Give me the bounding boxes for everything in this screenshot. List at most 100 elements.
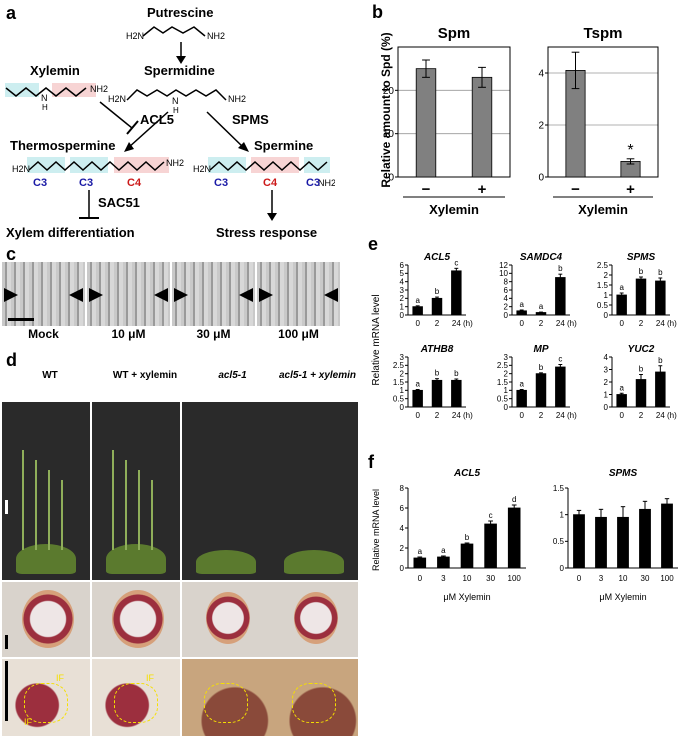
chart-spms: SPMS 0 0.5 1 1.5 0 3 10 30 100 — [553, 468, 678, 583]
significance-letter: a — [418, 547, 423, 556]
plant-column-header: WT — [42, 370, 58, 381]
panel-a-pathway-diagram: a Putrescine H2N NH2 Spermidine H2N N H … — [5, 3, 335, 240]
y-tick-label: 0 — [504, 403, 509, 412]
micrograph-4 — [257, 262, 340, 326]
y-tick-label: 0 — [604, 403, 609, 412]
x-tick-label: 0 — [415, 411, 420, 420]
significance-letter: c — [489, 511, 493, 520]
panel-letter-f: f — [368, 452, 375, 472]
chart-title: Spm — [438, 25, 471, 42]
bar — [616, 394, 627, 408]
y-tick-label: 0 — [560, 564, 565, 573]
acl5-label: ACL5 — [140, 112, 174, 127]
micrograph-2 — [87, 262, 170, 326]
y-tick-label: 5 — [400, 269, 405, 278]
spermine-c3a: C3 — [214, 177, 228, 189]
x-tick-label: − — [422, 181, 431, 198]
chart-title: SPMS — [609, 468, 638, 479]
x-tick-label: + — [626, 181, 635, 198]
y-tick-label: 3 — [400, 353, 405, 362]
panel-c-labels: Mock 10 μM 30 μM 100 μM — [2, 327, 357, 343]
plant-rosette — [16, 544, 76, 574]
xylem-differentiation-label: Xylem differentiation — [6, 225, 135, 240]
y-tick-label: 2 — [400, 544, 405, 553]
inflorescence-stem — [112, 450, 114, 550]
bar — [431, 297, 443, 316]
bar — [516, 389, 527, 408]
plant-photo-4 — [270, 402, 358, 580]
bar — [412, 306, 423, 316]
svg-text:H2N: H2N — [108, 94, 126, 104]
x-tick-label: 24 (h) — [556, 319, 577, 328]
y-tick-label: 6 — [504, 286, 509, 295]
x-tick-label: 10 — [619, 574, 628, 583]
if-label: IF — [146, 673, 154, 683]
svg-text:NH2: NH2 — [207, 31, 225, 41]
y-tick-label: 2 — [400, 369, 405, 378]
plot-frame — [397, 46, 511, 178]
spermidine-structure — [126, 89, 227, 101]
x-tick-label: 100 — [660, 574, 674, 583]
micrograph-label: 30 μM — [196, 327, 231, 341]
y-tick-label: 2 — [504, 302, 509, 311]
panel-c: c — [0, 244, 360, 310]
x-tick-label: 10 — [463, 574, 472, 583]
panel-d-photo-grid: IF IF IF — [2, 402, 358, 736]
svg-text:NH2: NH2 — [90, 84, 108, 94]
svg-text:H: H — [173, 106, 179, 115]
y-tick-label: 0 — [400, 403, 405, 412]
svg-text:H2N: H2N — [193, 164, 211, 174]
spermine-structure — [209, 160, 328, 172]
inflorescence-stem — [151, 480, 153, 550]
interfascicular-region-outline — [24, 683, 68, 723]
x-tick-label: 2 — [639, 319, 644, 328]
scale-bar — [8, 318, 34, 321]
y-tick-label: 0 — [400, 311, 405, 320]
stem-cross-section — [294, 592, 338, 644]
svg-text:NH2: NH2 — [228, 94, 246, 104]
interfascicular-region-outline — [204, 683, 248, 723]
x-tick-label: 0 — [577, 574, 582, 583]
x-tick-label: 24 (h) — [656, 319, 677, 328]
arrowhead-right-icon — [154, 288, 168, 302]
y-tick-label: 0 — [400, 564, 405, 573]
bar — [639, 508, 651, 569]
panel-f-ylabel: Relative mRNA level — [371, 489, 381, 571]
x-tick-label: 0 — [519, 411, 524, 420]
stem-cross-section — [112, 590, 164, 648]
plant-rosette — [284, 550, 344, 574]
arrowhead-left-icon — [89, 288, 103, 302]
chart-title: SPMS — [627, 252, 656, 263]
y-tick-label: 1 — [504, 386, 509, 395]
chart-title: Tspm — [584, 25, 623, 42]
thermospermine-c4: C4 — [127, 177, 142, 189]
significance-star: * — [627, 142, 633, 159]
stem-cross-section — [206, 592, 250, 644]
significance-letter: b — [435, 287, 440, 296]
inflorescence-stem — [61, 480, 63, 550]
y-tick-label: 12 — [499, 261, 508, 270]
significance-letter: b — [658, 356, 663, 365]
x-tick-label: 24 (h) — [452, 319, 473, 328]
significance-letter: c — [558, 355, 562, 364]
significance-letter: a — [519, 380, 524, 389]
inflorescence-stem — [48, 470, 50, 550]
x-tick-label: 0 — [619, 319, 624, 328]
y-tick-label: 0.5 — [597, 301, 609, 310]
micrograph-3 — [172, 262, 255, 326]
stem-cross-section — [22, 590, 74, 648]
x-tick-label: 2 — [539, 319, 544, 328]
significance-letter: b — [639, 267, 644, 276]
stress-response-label: Stress response — [216, 225, 317, 240]
y-tick-label: 8 — [400, 484, 405, 493]
spermidine-label: Spermidine — [144, 63, 215, 78]
plant-column-header: acl5-1 — [218, 370, 247, 381]
y-tick-label: 1 — [400, 302, 405, 311]
plot-frame — [547, 46, 659, 178]
bar — [412, 389, 423, 408]
section-photo-3 — [182, 582, 270, 657]
putrescine-label: Putrescine — [147, 5, 213, 20]
closeup-photo-2: IF — [92, 659, 180, 736]
